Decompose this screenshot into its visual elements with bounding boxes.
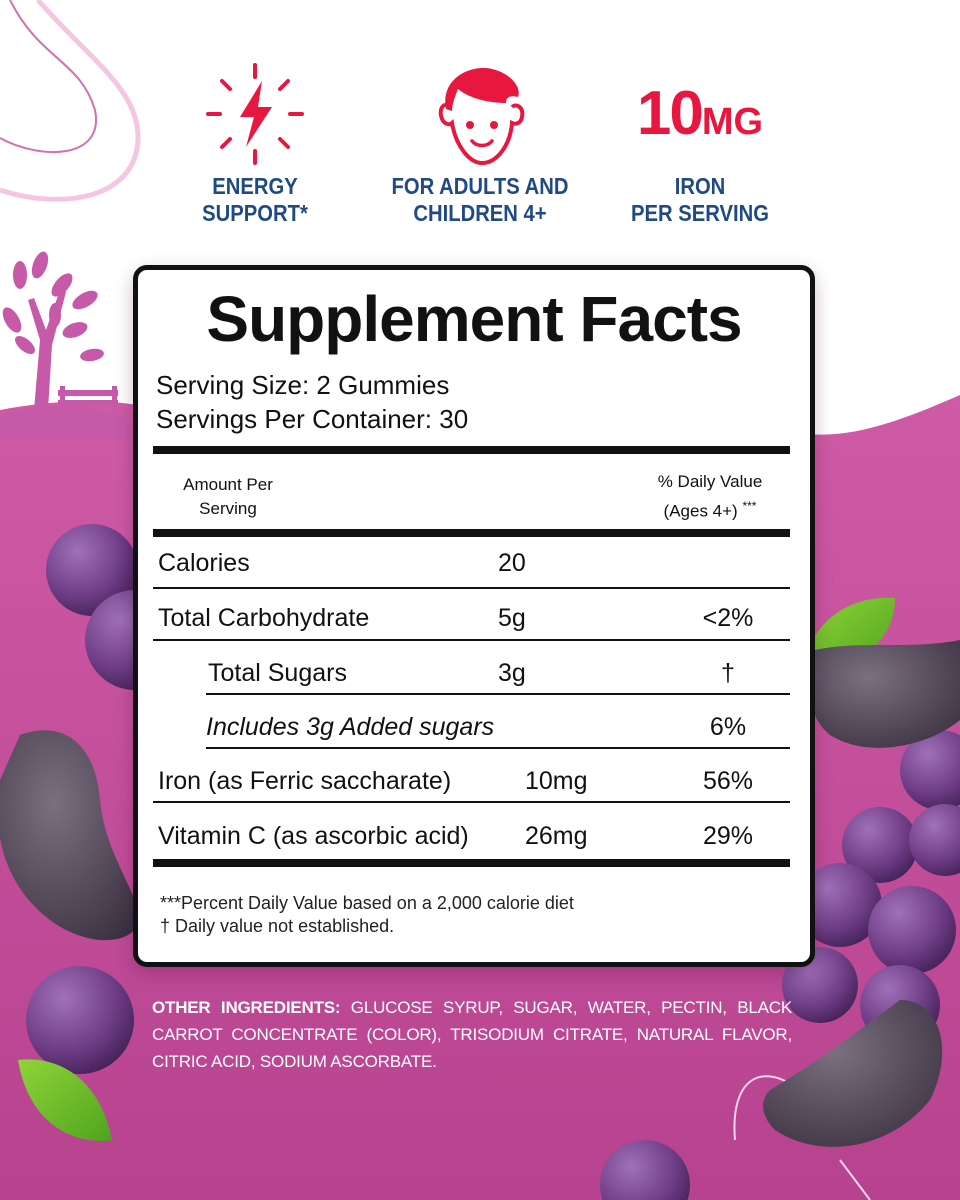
divider-thin bbox=[206, 693, 790, 695]
divider-thin bbox=[153, 801, 790, 803]
nutrient-row-iron: Iron (as Ferric saccharate) 10mg 56% bbox=[158, 767, 754, 795]
header-daily-value: % Daily Value (Ages 4+) *** bbox=[657, 472, 763, 521]
divider-thick bbox=[153, 529, 790, 537]
badge-iron-line2: PER SERVING bbox=[631, 200, 769, 226]
ingredients-text: GLUCOSE SYRUP, SUGAR, WATER, PECTIN, BLA… bbox=[152, 998, 792, 1071]
nutrient-row-total-sugars: Total Sugars 3g † bbox=[208, 659, 735, 687]
footnotes: ***Percent Daily Value based on a 2,000 … bbox=[160, 892, 574, 938]
nutrient-row-total-carbohydrate: Total Carbohydrate 5g <2% bbox=[158, 604, 754, 632]
nutrient-row-added-sugars: Includes 3g Added sugars 6% bbox=[206, 713, 747, 741]
serving-info: Serving Size: 2 Gummies Servings Per Con… bbox=[156, 368, 468, 436]
footnote-daily-value: ***Percent Daily Value based on a 2,000 … bbox=[160, 893, 574, 913]
badge-iron-per-serving: 10MG IRON PER SERVING bbox=[600, 55, 800, 227]
divider-thin bbox=[153, 587, 790, 589]
supplement-facts-panel: Supplement Facts Serving Size: 2 Gummies… bbox=[133, 265, 815, 967]
facts-title: Supplement Facts bbox=[206, 283, 742, 355]
lightning-bolt-icon bbox=[206, 63, 304, 165]
footnote-not-established: † Daily value not established. bbox=[160, 916, 395, 936]
divider-thin bbox=[153, 639, 790, 641]
nutrient-row-calories: Calories 20 bbox=[158, 549, 526, 577]
servings-per-container: Servings Per Container: 30 bbox=[156, 404, 469, 434]
badge-iron-line1: IRON bbox=[674, 173, 726, 199]
divider-thick bbox=[153, 446, 790, 454]
serving-size: Serving Size: 2 Gummies bbox=[156, 370, 450, 400]
ingredients-label: OTHER INGREDIENTS: bbox=[152, 998, 341, 1017]
badge-energy-support: ENERGY SUPPORT* bbox=[180, 55, 330, 227]
other-ingredients: OTHER INGREDIENTS: GLUCOSE SYRUP, SUGAR,… bbox=[152, 994, 792, 1075]
child-face-icon bbox=[438, 68, 525, 166]
badge-ages-line1: FOR ADULTS AND bbox=[391, 173, 569, 199]
badge-adults-children: FOR ADULTS AND CHILDREN 4+ bbox=[360, 55, 600, 227]
badge-energy-line1: ENERGY bbox=[212, 173, 298, 199]
iron-amount-value: 10MG bbox=[636, 79, 764, 148]
divider-thin bbox=[206, 747, 790, 749]
divider-thick bbox=[153, 859, 790, 867]
badge-energy-line2: SUPPORT* bbox=[202, 200, 308, 226]
badge-ages-line2: CHILDREN 4+ bbox=[413, 200, 547, 226]
header-amount-per-serving: Amount Per Serving bbox=[183, 475, 273, 518]
nutrient-row-vitamin-c: Vitamin C (as ascorbic acid) 26mg 29% bbox=[158, 822, 754, 850]
